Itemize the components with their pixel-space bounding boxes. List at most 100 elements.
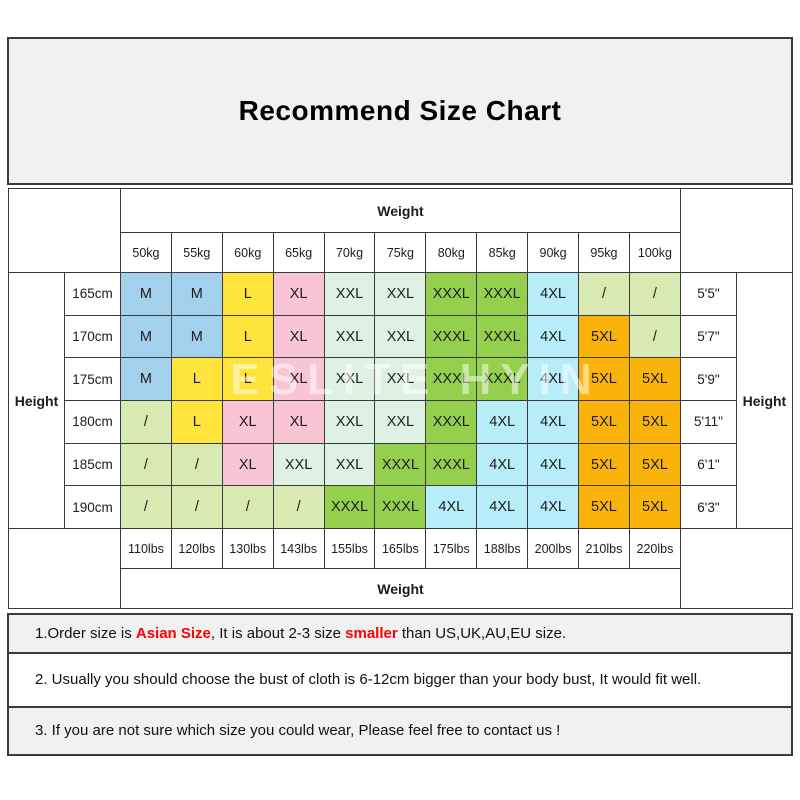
size-cell: XL: [221, 442, 274, 487]
kg-header-cell: 100kg: [628, 232, 681, 273]
note-segment: than US,UK,AU,EU size.: [397, 624, 567, 642]
size-cell: XXL: [374, 314, 427, 359]
lbs-header-cell: 210lbs: [578, 528, 630, 570]
note-text: 2. Usually you should choose the bust of…: [35, 671, 701, 689]
size-cell: XXXL: [476, 272, 529, 316]
table-row: 110lbs 120lbs 130lbs 143lbs 155lbs 165lbs 175l…: [8, 528, 793, 610]
kg-header-cell: 85kg: [476, 232, 529, 273]
lbs-header-cell: 200lbs: [527, 528, 580, 570]
corner-cell: [679, 188, 793, 273]
note-row: 2. Usually you should choose the bust of…: [9, 654, 791, 708]
kg-header-cell: 50kg: [120, 232, 172, 273]
size-cell: /: [120, 485, 172, 530]
corner-cell: [8, 528, 121, 610]
size-cell: /: [120, 400, 172, 444]
note-highlight: smaller: [345, 624, 398, 642]
note-segment: 1.Order size is: [35, 624, 136, 642]
lbs-header-cell: 130lbs: [221, 528, 274, 570]
size-chart: Weight 50kg 55kg 60kg 65kg 70kg 75kg 80kg 85kg 90…: [8, 188, 793, 610]
note-highlight: Asian Size: [135, 624, 211, 642]
size-chart-table: Weight 50kg 55kg 60kg 65kg 70kg 75kg 80kg 85kg 90…: [8, 188, 793, 610]
table-row: 50kg 55kg 60kg 65kg 70kg 75kg 80kg 85kg 90kg 95kg…: [9, 232, 793, 273]
notes-box: 1.Order size is Asian Size, It is about …: [7, 613, 793, 756]
size-cell: /: [170, 485, 223, 530]
note-row: 3. If you are not sure which size you co…: [9, 708, 791, 754]
size-cell: /: [272, 485, 325, 530]
size-cell: 4XL: [425, 485, 478, 530]
lbs-header-cell: 175lbs: [425, 528, 478, 570]
height-ft-cell: 5'5": [679, 272, 737, 316]
size-cell: 5XL: [578, 357, 630, 402]
size-cell: XXXL: [374, 485, 427, 530]
size-cell: 4XL: [527, 485, 580, 530]
size-cell: 4XL: [476, 442, 529, 487]
title-box: Recommend Size Chart: [7, 37, 793, 185]
size-cell: /: [628, 314, 681, 359]
weight-header-bottom: Weight: [120, 568, 681, 610]
weight-header-top: Weight: [120, 188, 681, 233]
size-cell: M: [170, 272, 223, 316]
size-cell: L: [221, 272, 274, 316]
size-cell: M: [120, 314, 172, 359]
height-ft-cell: 5'7": [679, 314, 737, 359]
height-ft-cell: 5'9": [679, 357, 737, 402]
kg-header-cell: 95kg: [578, 232, 630, 273]
lbs-header-cell: 110lbs: [120, 528, 172, 570]
size-cell: XXL: [374, 357, 427, 402]
size-cell: XXL: [323, 357, 376, 402]
table-row: Height 165cm M M L XL XXL XXL XXXL XXXL 4XL //5'5" H…: [8, 271, 793, 530]
kg-header-cell: 70kg: [323, 232, 376, 273]
size-cell: XXL: [323, 314, 376, 359]
size-cell: XL: [272, 314, 325, 359]
height-label-left: Height: [8, 271, 65, 530]
size-cell: XXL: [323, 400, 376, 444]
size-cell: XXL: [272, 442, 325, 487]
note-text: 3. If you are not sure which size you co…: [35, 722, 560, 740]
height-ft-cell: 6'1": [679, 442, 737, 487]
size-cell: /: [628, 272, 681, 316]
size-cell: 4XL: [527, 442, 580, 487]
size-cell: /: [170, 442, 223, 487]
size-cell: 5XL: [628, 485, 681, 530]
kg-header-cell: 75kg: [374, 232, 427, 273]
size-cell: 4XL: [527, 314, 580, 359]
table-row: 185cm / / XL XXL XXL XXXL XXXL 4XL 4XL 5XL 5XL 6'1": [9, 442, 793, 487]
size-cell: 4XL: [527, 357, 580, 402]
height-cm-cell: 180cm: [64, 400, 121, 444]
size-cell: L: [221, 357, 274, 402]
size-cell: XXXL: [425, 442, 478, 487]
height-ft-cell: 5'11": [679, 400, 737, 444]
table-row: Weight: [8, 188, 793, 273]
note-segment: 3. If you are not sure which size you co…: [35, 722, 561, 739]
size-cell: XXXL: [476, 357, 529, 402]
lbs-header-cell: 155lbs: [323, 528, 376, 570]
kg-header-cell: 65kg: [272, 232, 325, 273]
kg-header-cell: 55kg: [170, 232, 223, 273]
height-ft-cell: 6'3": [679, 485, 737, 530]
size-cell: 4XL: [476, 400, 529, 444]
size-cell: 5XL: [578, 400, 630, 444]
table-row: 190cm / / / / XXXL XXXL 4XL 4XL 4XL 5XL 5XL 6'3": [9, 485, 793, 530]
table-row: 175cm M L L XL XXL XXL XXXL XXXL 4XL 5XL 5XL 5'9": [9, 357, 793, 402]
size-cell: XL: [221, 400, 274, 444]
height-cm-cell: 170cm: [64, 314, 121, 359]
note-row: 1.Order size is Asian Size, It is about …: [9, 615, 791, 654]
size-cell: 5XL: [628, 442, 681, 487]
kg-header-cell: 90kg: [527, 232, 580, 273]
lbs-header-cell: 143lbs: [272, 528, 325, 570]
size-cell: L: [170, 357, 223, 402]
lbs-header-cell: 120lbs: [170, 528, 223, 570]
size-cell: XXL: [374, 272, 427, 316]
size-cell: L: [221, 314, 274, 359]
size-cell: M: [120, 357, 172, 402]
lbs-header-cell: 188lbs: [476, 528, 529, 570]
size-cell: L: [170, 400, 223, 444]
size-cell: 5XL: [628, 357, 681, 402]
height-cm-cell: 165cm: [64, 272, 121, 316]
size-cell: 4XL: [527, 272, 580, 316]
height-cm-cell: 190cm: [64, 485, 121, 530]
size-cell: XXXL: [425, 357, 478, 402]
size-cell: XXXL: [425, 314, 478, 359]
size-cell: XXXL: [323, 485, 376, 530]
table-row: Weight: [9, 568, 793, 610]
